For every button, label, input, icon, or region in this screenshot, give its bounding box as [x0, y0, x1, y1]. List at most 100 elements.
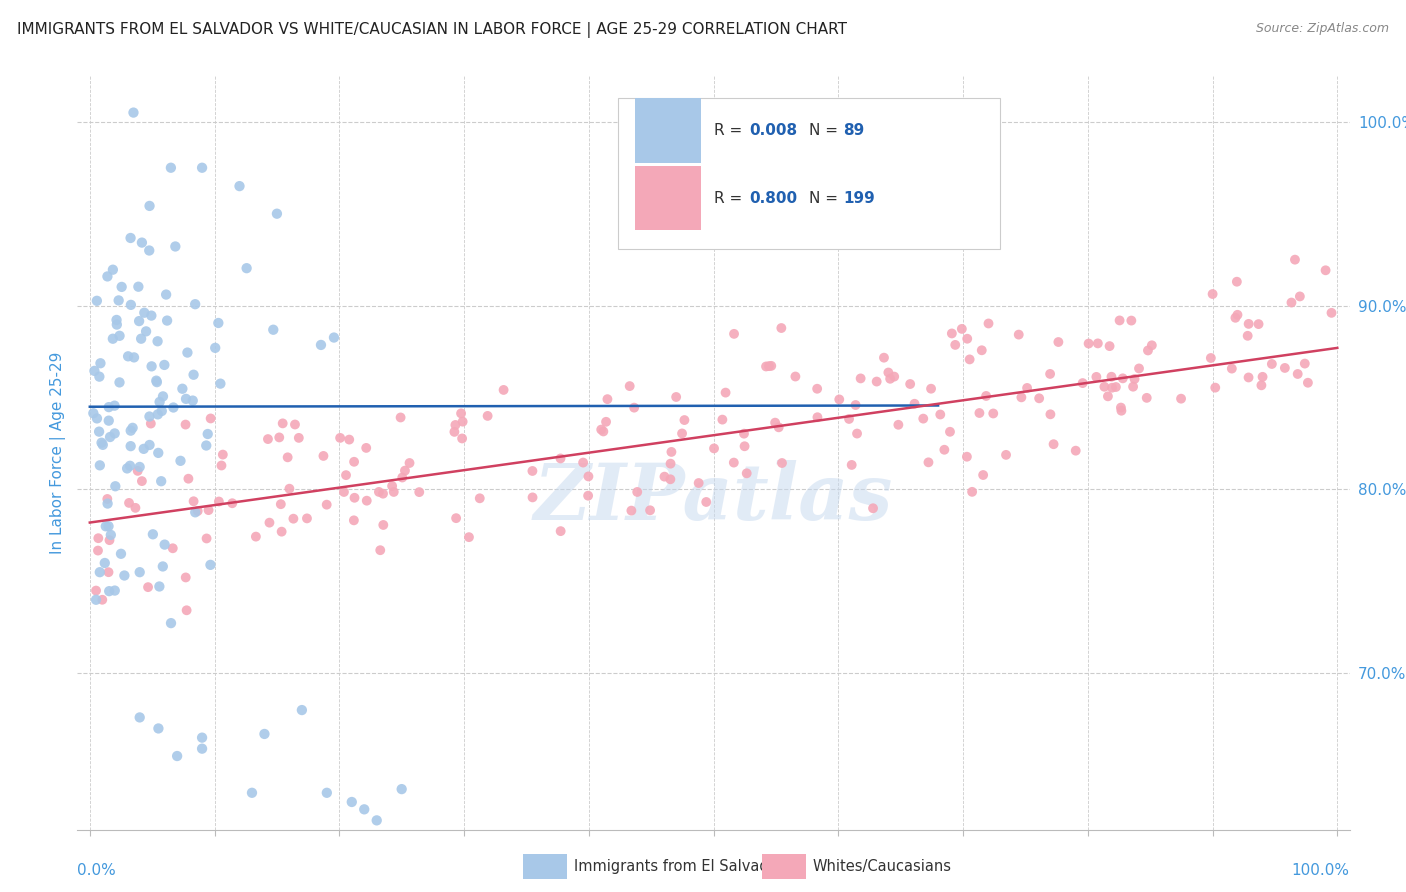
Point: [98, 584, 121, 599]
Point: [148, 722, 170, 736]
Point: [174, 570, 197, 584]
Text: 100.0%: 100.0%: [1292, 863, 1350, 879]
Point: [368, 543, 391, 558]
Point: [103, 399, 125, 413]
Point: [879, 372, 901, 386]
Point: [1064, 443, 1087, 458]
Point: [368, 484, 391, 499]
Point: [174, 417, 197, 432]
Point: [758, 359, 780, 373]
Point: [240, 786, 263, 800]
Point: [128, 710, 150, 724]
Point: [1140, 338, 1163, 352]
Point: [98, 430, 121, 444]
Point: [1199, 351, 1222, 365]
Point: [309, 338, 332, 352]
Point: [122, 105, 145, 120]
Point: [828, 392, 851, 407]
Point: [121, 421, 143, 435]
Text: N =: N =: [808, 191, 842, 206]
Point: [477, 409, 499, 423]
Point: [145, 374, 167, 388]
Point: [1017, 381, 1039, 395]
Point: [883, 369, 905, 384]
Point: [1320, 306, 1343, 320]
Point: [337, 433, 360, 447]
Point: [576, 489, 599, 503]
Point: [183, 368, 205, 382]
Point: [444, 511, 467, 525]
Point: [120, 424, 142, 438]
Point: [120, 439, 142, 453]
Text: Source: ZipAtlas.com: Source: ZipAtlas.com: [1256, 22, 1389, 36]
Point: [343, 455, 366, 469]
Point: [89, 369, 111, 384]
Point: [841, 458, 863, 472]
Point: [245, 530, 267, 544]
Point: [873, 351, 896, 365]
Point: [191, 741, 214, 756]
Point: [141, 309, 163, 323]
Point: [148, 446, 170, 460]
Point: [295, 511, 318, 525]
FancyBboxPatch shape: [634, 98, 700, 162]
Point: [128, 459, 150, 474]
Point: [112, 568, 135, 582]
Point: [1010, 390, 1032, 404]
Point: [956, 450, 979, 464]
Point: [89, 565, 111, 579]
Point: [522, 491, 544, 505]
Point: [165, 239, 187, 253]
Point: [160, 161, 183, 175]
Point: [838, 412, 860, 426]
Point: [1109, 401, 1132, 415]
Point: [845, 398, 868, 412]
Point: [1098, 339, 1121, 353]
Point: [195, 438, 218, 452]
Point: [391, 470, 413, 484]
Point: [259, 516, 281, 530]
Point: [181, 393, 204, 408]
Point: [1087, 336, 1109, 351]
Point: [1101, 381, 1123, 395]
Point: [162, 541, 184, 556]
Point: [939, 425, 962, 439]
Point: [115, 461, 138, 475]
Point: [152, 559, 174, 574]
Point: [408, 485, 430, 500]
Point: [122, 351, 145, 365]
Point: [278, 482, 301, 496]
Point: [1092, 380, 1115, 394]
Point: [972, 468, 994, 483]
Point: [671, 426, 693, 441]
Point: [1201, 287, 1223, 301]
Point: [1112, 371, 1135, 385]
Point: [200, 411, 222, 425]
Point: [956, 332, 979, 346]
Point: [150, 474, 173, 488]
Point: [101, 262, 124, 277]
Point: [266, 207, 288, 221]
Point: [211, 448, 233, 462]
Point: [97, 400, 120, 414]
Point: [107, 293, 129, 308]
Point: [108, 328, 131, 343]
Point: [166, 749, 188, 764]
Point: [200, 558, 222, 572]
Point: [1226, 275, 1249, 289]
Point: [191, 161, 214, 175]
Point: [970, 343, 993, 358]
Text: 0.0%: 0.0%: [77, 863, 117, 879]
Text: IMMIGRANTS FROM EL SALVADOR VS WHITE/CAUCASIAN IN LABOR FORCE | AGE 25-29 CORREL: IMMIGRANTS FROM EL SALVADOR VS WHITE/CAU…: [17, 22, 846, 38]
Point: [177, 472, 200, 486]
Point: [146, 408, 169, 422]
Point: [623, 401, 645, 415]
Point: [132, 442, 155, 456]
Point: [169, 454, 191, 468]
Point: [98, 533, 121, 548]
Point: [626, 485, 648, 500]
Point: [451, 415, 474, 429]
Point: [197, 427, 219, 442]
Point: [262, 323, 284, 337]
Point: [128, 565, 150, 579]
